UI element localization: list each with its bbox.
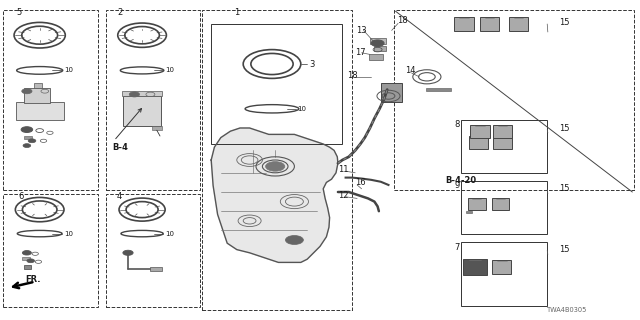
Bar [211, 24, 342, 144]
Bar [461, 181, 547, 234]
Circle shape [285, 236, 303, 244]
Bar [106, 194, 200, 307]
Text: 15: 15 [559, 18, 569, 27]
Bar [152, 126, 162, 130]
Bar [369, 54, 383, 60]
Bar [24, 265, 31, 269]
Circle shape [129, 92, 140, 97]
Text: 9: 9 [454, 181, 460, 190]
Bar [492, 260, 511, 274]
Text: 18: 18 [347, 71, 358, 80]
Bar [426, 88, 451, 91]
Text: 15: 15 [559, 184, 569, 193]
Text: 12: 12 [338, 191, 348, 200]
Bar [470, 125, 490, 138]
Bar [468, 198, 486, 210]
Bar [454, 17, 474, 31]
Bar [493, 136, 512, 149]
Circle shape [22, 251, 31, 255]
Bar [466, 211, 472, 213]
Circle shape [27, 259, 35, 263]
Circle shape [21, 127, 33, 132]
Text: TWA4B0305: TWA4B0305 [547, 307, 588, 313]
Text: 8: 8 [454, 120, 460, 129]
Text: FR.: FR. [26, 276, 41, 284]
Bar [106, 10, 200, 190]
Circle shape [28, 139, 36, 143]
Bar [480, 17, 499, 31]
Bar [463, 259, 487, 275]
Circle shape [371, 40, 384, 46]
Bar [469, 136, 488, 149]
Bar [374, 46, 386, 51]
Text: 6: 6 [18, 192, 23, 201]
Bar [150, 267, 162, 271]
Circle shape [22, 89, 32, 94]
Text: 10: 10 [64, 68, 73, 73]
Text: 10: 10 [298, 106, 307, 112]
Circle shape [23, 144, 31, 148]
Text: 5: 5 [16, 8, 21, 17]
Bar [34, 83, 42, 88]
Polygon shape [211, 128, 338, 262]
Bar [202, 10, 352, 310]
Bar [493, 125, 512, 138]
Bar [394, 10, 634, 190]
Text: 2: 2 [117, 8, 122, 17]
Text: 3: 3 [309, 60, 314, 68]
Text: 17: 17 [355, 48, 366, 57]
Bar [381, 83, 402, 102]
Bar [461, 242, 547, 306]
Text: B-4: B-4 [112, 143, 128, 152]
Text: 14: 14 [405, 66, 415, 75]
Bar [16, 102, 64, 120]
Bar [22, 257, 30, 260]
Bar [122, 91, 162, 96]
Bar [3, 10, 98, 190]
Circle shape [266, 162, 285, 171]
Bar [370, 38, 386, 44]
Bar [492, 198, 509, 210]
Text: 18: 18 [397, 16, 408, 25]
Bar [123, 96, 161, 126]
Bar [509, 17, 528, 31]
Text: 10: 10 [165, 68, 174, 73]
Bar [3, 194, 98, 307]
Text: 7: 7 [454, 244, 460, 252]
Bar [461, 120, 547, 173]
Text: 4: 4 [117, 192, 122, 201]
Bar [24, 88, 50, 103]
Bar [24, 136, 32, 139]
Text: 15: 15 [559, 245, 569, 254]
Text: 13: 13 [356, 26, 367, 35]
Text: 10: 10 [64, 231, 73, 236]
Circle shape [123, 250, 133, 255]
Text: 11: 11 [338, 165, 348, 174]
Text: 1: 1 [234, 8, 239, 17]
Text: 10: 10 [165, 231, 174, 236]
Text: B-4-20: B-4-20 [445, 176, 476, 185]
Text: 16: 16 [355, 178, 366, 187]
Text: 15: 15 [559, 124, 569, 132]
